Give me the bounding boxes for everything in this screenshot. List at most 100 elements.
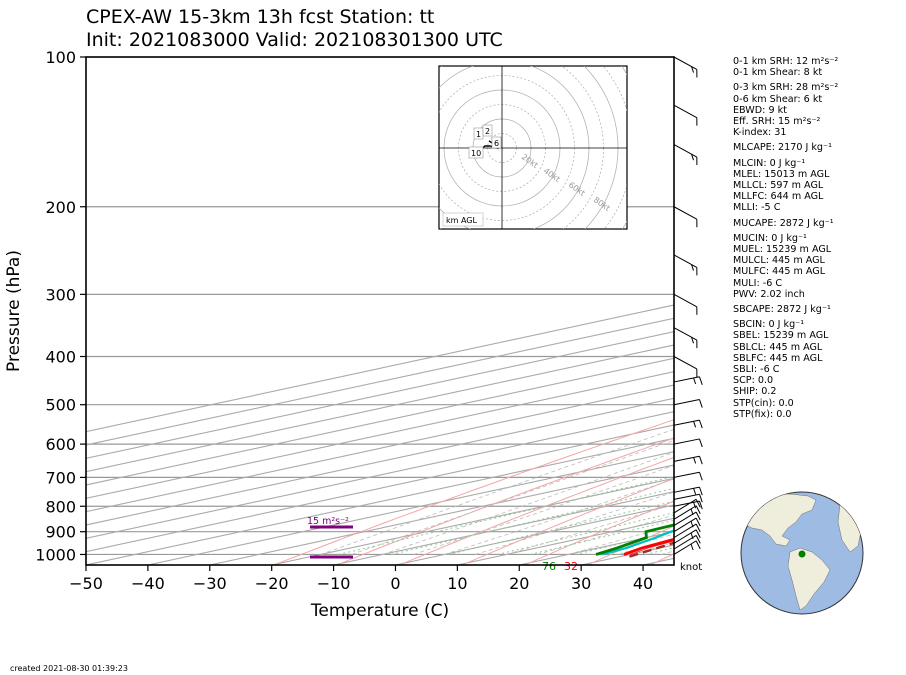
x-tick-label: 10 <box>447 574 467 593</box>
moist-adiabat <box>506 503 674 555</box>
x-tick-label: 40 <box>633 574 653 593</box>
index-line: MULI: -6 C <box>733 277 783 289</box>
wind-barb <box>673 206 698 228</box>
x-tick-label: −50 <box>69 574 103 593</box>
isotherm <box>86 424 674 553</box>
y-tick-label: 300 <box>45 285 76 304</box>
hodograph-height-label: 1 <box>476 130 481 139</box>
wind-barb <box>673 455 703 465</box>
index-line: MUEL: 15239 m AGL <box>733 244 832 256</box>
y-tick-label: 700 <box>45 468 76 487</box>
index-line: MUCAPE: 2872 J kg⁻¹ <box>733 217 834 229</box>
station-marker <box>798 550 806 558</box>
index-line: MLLCL: 597 m AGL <box>733 180 824 192</box>
index-line: MULCL: 445 m AGL <box>733 255 825 267</box>
x-axis-label: Temperature (C) <box>310 601 449 621</box>
isotherm <box>86 371 674 499</box>
index-line: SBCIN: 0 J kg⁻¹ <box>733 319 805 331</box>
isotherm <box>86 304 674 433</box>
y-axis-label: Pressure (hPa) <box>4 250 24 372</box>
y-tick-label: 900 <box>45 523 76 542</box>
index-line: SBCAPE: 2872 J kg⁻¹ <box>733 304 831 316</box>
index-line: MLLFC: 644 m AGL <box>733 191 824 203</box>
created-timestamp: created 2021-08-30 01:39:23 <box>10 664 128 673</box>
wind-barb <box>673 104 698 126</box>
mixing-ratio-line <box>391 487 674 555</box>
hodograph-title: km AGL <box>446 216 478 225</box>
isotherm <box>271 477 674 565</box>
surface-temperature-label: 32 <box>564 560 578 573</box>
isotherm <box>86 384 674 513</box>
dry-adiabat <box>587 525 674 565</box>
index-line: Eff. SRH: 15 m²s⁻² <box>733 116 821 128</box>
hodograph-height-label: 6 <box>494 139 499 148</box>
y-tick-label: 500 <box>45 396 76 415</box>
moist-adiabat <box>320 428 674 555</box>
isotherm <box>86 411 674 539</box>
mixing-ratio-line <box>448 500 674 555</box>
wind-barb <box>673 529 701 544</box>
wind-barb <box>673 493 703 503</box>
x-tick-label: 30 <box>571 574 591 593</box>
wind-barb <box>673 356 698 377</box>
plot-frame <box>85 56 675 566</box>
dry-adiabat <box>399 456 674 565</box>
x-tick-label: 20 <box>509 574 529 593</box>
index-line: MULFC: 445 m AGL <box>733 266 826 278</box>
wind-barb <box>673 293 698 315</box>
title-line-1: CPEX-AW 15-3km 13h fcst Station: tt <box>86 6 434 28</box>
index-line: K-index: 31 <box>733 127 787 139</box>
wind-barb <box>673 327 698 349</box>
index-line: SBLFC: 445 m AGL <box>733 352 823 364</box>
sounding-indices-panel: 0-1 km SRH: 12 m²s⁻² 0-1 km Shear: 8 kt 0-… <box>733 56 903 420</box>
x-tick-label: −30 <box>193 574 227 593</box>
wind-barb <box>673 540 701 555</box>
moist-adiabat <box>444 478 674 555</box>
x-tick-label: 0 <box>390 574 400 593</box>
index-line: MLCIN: 0 J kg⁻¹ <box>733 157 806 169</box>
wind-barb <box>673 144 698 166</box>
wind-units-label: knot <box>680 562 702 573</box>
x-tick-label: −20 <box>255 574 289 593</box>
wind-barb <box>673 254 698 276</box>
surface-dewpoint-label: 76 <box>542 560 556 573</box>
index-line: 0-1 km SRH: 12 m²s⁻² <box>733 56 839 67</box>
south-america-land <box>787 547 831 611</box>
y-tick-label: 100 <box>45 48 76 67</box>
isotherm <box>86 437 674 565</box>
index-line: SBEL: 15239 m AGL <box>733 330 829 342</box>
index-line: SCP: 0.0 <box>733 375 774 387</box>
y-tick-label: 800 <box>45 497 76 516</box>
hodograph-height-label: 2 <box>485 127 490 136</box>
wind-barb <box>673 498 701 514</box>
isotherm <box>209 464 674 565</box>
index-line: 0-1 km Shear: 8 kt <box>733 67 823 79</box>
x-axis-ticks: −50 −40 −30 −20 −10 0 10 20 30 40 <box>69 565 653 593</box>
index-line: SBLI: -6 C <box>733 364 780 376</box>
mixing-ratio-line <box>338 476 674 555</box>
index-line: 0-6 km Shear: 6 kt <box>733 93 823 105</box>
y-tick-label: 1000 <box>35 545 76 564</box>
y-tick-label: 600 <box>45 435 76 454</box>
moist-adiabat <box>351 439 674 555</box>
index-line: 0-3 km SRH: 28 m²s⁻² <box>733 82 839 94</box>
isotherm <box>86 397 674 526</box>
dry-adiabat <box>524 500 674 565</box>
wind-barb <box>673 376 703 385</box>
index-line: STP(cin): 0.0 <box>733 397 794 409</box>
x-tick-label: −40 <box>131 574 165 593</box>
srh-label: 15 m²s⁻² <box>307 516 349 527</box>
x-tick-label: −10 <box>317 574 351 593</box>
isotherm <box>147 451 674 565</box>
wind-barb <box>673 419 703 429</box>
dry-adiabat <box>273 419 674 565</box>
wind-barb <box>673 486 703 496</box>
index-line: MLEL: 15013 m AGL <box>733 168 830 180</box>
title-line-2: Init: 2021083000 Valid: 202108301300 UTC <box>86 29 503 51</box>
y-tick-label: 200 <box>45 198 76 217</box>
wind-barb <box>673 471 703 481</box>
wind-barb <box>673 438 703 448</box>
index-line: MUCIN: 0 J kg⁻¹ <box>733 232 807 244</box>
